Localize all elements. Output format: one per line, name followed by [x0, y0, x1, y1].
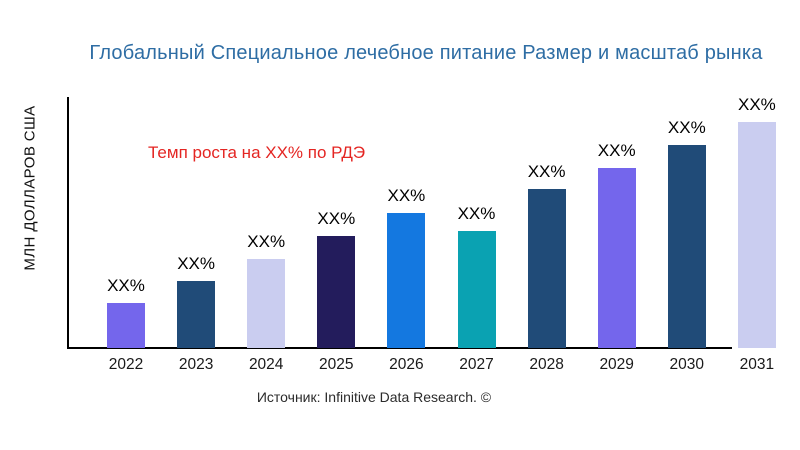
bar-2023: [177, 281, 216, 348]
growth-rate-note: Темп роста на XX% по РДЭ: [148, 143, 366, 162]
bar-2027: [457, 231, 496, 348]
bar-2025: [317, 236, 356, 348]
bar-value-label-2029: XX%: [597, 141, 636, 160]
y-axis-label: МЛН ДОЛЛАРОВ США: [21, 105, 39, 271]
x-tick-2029: 2029: [599, 356, 634, 373]
bar-2029: [597, 168, 636, 348]
x-tick-2024: 2024: [248, 356, 284, 373]
bar-value-label-2024: XX%: [247, 232, 286, 251]
source-attribution: Источник: Infinitive Data Research. ©: [256, 389, 492, 405]
bar-2024: [247, 259, 286, 348]
x-tick-2030: 2030: [669, 356, 705, 373]
bar-2022: [107, 303, 145, 348]
x-tick-2028: 2028: [529, 356, 564, 373]
bar-2026: [387, 213, 426, 348]
bar-value-label-2028: XX%: [527, 162, 566, 181]
bar-2028: [527, 189, 566, 348]
x-tick-2022: 2022: [108, 356, 144, 373]
y-axis-line: [67, 97, 69, 349]
x-tick-2026: 2026: [389, 356, 424, 373]
x-tick-2025: 2025: [319, 356, 354, 373]
bar-value-label-2025: XX%: [317, 209, 356, 228]
bar-value-label-2022: XX%: [107, 276, 145, 295]
bar-value-label-2023: XX%: [177, 254, 215, 273]
chart-title: Глобальный Специальное лечебное питание …: [89, 42, 763, 64]
x-axis-line: [67, 347, 732, 349]
x-tick-2023: 2023: [178, 356, 214, 373]
x-tick-2027: 2027: [459, 356, 494, 373]
bar-value-label-2027: XX%: [457, 204, 496, 223]
bar-value-label-2026: XX%: [387, 186, 426, 205]
bar-value-label-2031: XX%: [737, 95, 776, 114]
bar-value-label-2030: XX%: [667, 118, 706, 137]
bar-2030: [667, 145, 706, 348]
x-tick-2031: 2031: [739, 356, 775, 373]
bar-2031: [737, 122, 776, 348]
